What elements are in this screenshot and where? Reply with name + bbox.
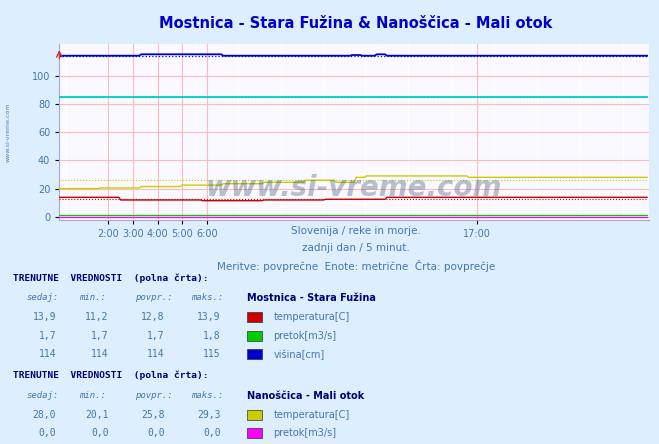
Text: temperatura[C]: temperatura[C]: [273, 410, 350, 420]
Text: višina[cm]: višina[cm]: [273, 349, 325, 360]
Text: pretok[m3/s]: pretok[m3/s]: [273, 331, 337, 341]
Text: 0,0: 0,0: [203, 428, 221, 439]
Text: povpr.:: povpr.:: [135, 293, 173, 302]
Text: 114: 114: [38, 349, 56, 360]
Text: zadnji dan / 5 minut.: zadnji dan / 5 minut.: [302, 243, 410, 254]
Text: 1,8: 1,8: [203, 331, 221, 341]
Text: 0,0: 0,0: [91, 428, 109, 439]
Text: 12,8: 12,8: [141, 312, 165, 322]
Text: Slovenija / reke in morje.: Slovenija / reke in morje.: [291, 226, 421, 237]
Text: 25,8: 25,8: [141, 410, 165, 420]
Text: 13,9: 13,9: [197, 312, 221, 322]
Text: 114: 114: [91, 349, 109, 360]
Text: 0,0: 0,0: [38, 428, 56, 439]
Text: pretok[m3/s]: pretok[m3/s]: [273, 428, 337, 439]
Text: 114: 114: [147, 349, 165, 360]
Text: temperatura[C]: temperatura[C]: [273, 312, 350, 322]
Text: www.si-vreme.com: www.si-vreme.com: [5, 102, 11, 162]
Text: Meritve: povprečne  Enote: metrične  Črta: povprečje: Meritve: povprečne Enote: metrične Črta:…: [217, 260, 495, 272]
Text: maks.:: maks.:: [191, 391, 223, 400]
Text: sedaj:: sedaj:: [26, 391, 59, 400]
Text: 1,7: 1,7: [38, 331, 56, 341]
Text: Nanoščica - Mali otok: Nanoščica - Mali otok: [247, 391, 364, 401]
Text: 13,9: 13,9: [32, 312, 56, 322]
Text: TRENUTNE  VREDNOSTI  (polna črta):: TRENUTNE VREDNOSTI (polna črta):: [13, 273, 209, 282]
Text: Mostnica - Stara Fužina: Mostnica - Stara Fužina: [247, 293, 376, 304]
Text: 29,3: 29,3: [197, 410, 221, 420]
Text: 20,1: 20,1: [85, 410, 109, 420]
Text: min.:: min.:: [79, 391, 106, 400]
Text: www.si-vreme.com: www.si-vreme.com: [206, 174, 502, 202]
Text: 11,2: 11,2: [85, 312, 109, 322]
Text: 1,7: 1,7: [147, 331, 165, 341]
Text: 1,7: 1,7: [91, 331, 109, 341]
Text: 0,0: 0,0: [147, 428, 165, 439]
Text: 28,0: 28,0: [32, 410, 56, 420]
Text: min.:: min.:: [79, 293, 106, 302]
Text: sedaj:: sedaj:: [26, 293, 59, 302]
Text: povpr.:: povpr.:: [135, 391, 173, 400]
Text: Mostnica - Stara Fužina & Nanoščica - Mali otok: Mostnica - Stara Fužina & Nanoščica - Ma…: [159, 16, 552, 31]
Text: TRENUTNE  VREDNOSTI  (polna črta):: TRENUTNE VREDNOSTI (polna črta):: [13, 371, 209, 380]
Text: 115: 115: [203, 349, 221, 360]
Text: maks.:: maks.:: [191, 293, 223, 302]
